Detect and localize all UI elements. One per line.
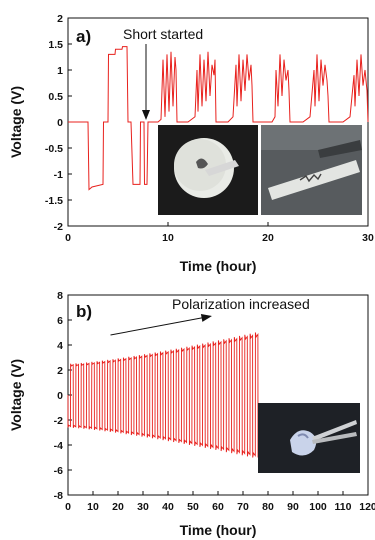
panel-a-x-axis-label: Time (hour) [180, 258, 257, 274]
x-tick-label: 80 [262, 501, 274, 513]
panel-b-x-axis-label: Time (hour) [180, 522, 257, 538]
panel-a-y-axis-label: Voltage (V) [8, 86, 24, 158]
x-tick-label: 0 [65, 232, 71, 244]
x-tick-label: 120 [359, 501, 375, 513]
panel-a-chart: -2 -1.5 -1 -0.5 0 0.5 1 1.5 2 0 10 20 30 a) Short s… [8, 13, 374, 274]
panel-a-label: a) [76, 27, 91, 46]
x-tick-label: 20 [112, 501, 124, 513]
panel-b-series-line [67, 332, 259, 458]
panel-a-annotation-arrowhead [142, 110, 150, 120]
y-tick-label: -1 [54, 169, 63, 181]
panel-a-annotation: Short started [123, 26, 203, 42]
y-tick-label: 2 [57, 13, 63, 25]
panel-b-inset-photo [258, 403, 360, 473]
x-tick-label: 90 [287, 501, 299, 513]
panel-a-inset-photo-right [261, 125, 362, 215]
x-tick-label: 40 [162, 501, 174, 513]
y-tick-label: 8 [57, 290, 63, 302]
y-tick-label: -4 [54, 440, 63, 452]
panel-b-chart: -8 -6 -4 -2 0 2 4 6 8 0 10 20 30 40 50 60 70 80 90 100 110 1… [8, 290, 375, 538]
x-tick-label: 10 [162, 232, 174, 244]
x-tick-label: 0 [65, 501, 71, 513]
panel-b-y-ticks: -8 -6 -4 -2 0 2 4 6 8 [54, 290, 72, 502]
x-tick-label: 50 [187, 501, 199, 513]
panel-b-annotation: Polarization increased [172, 296, 310, 312]
panel-a-series-line [68, 46, 369, 191]
panel-a-inset-photo-left [158, 125, 258, 215]
panel-b-x-ticks: 0 10 20 30 40 50 60 70 80 90 100 110 120 [65, 491, 375, 513]
y-tick-label: 6 [57, 315, 63, 327]
y-tick-label: -2 [54, 415, 63, 427]
y-tick-label: 2 [57, 365, 63, 377]
y-tick-label: -2 [54, 221, 63, 233]
y-tick-label: 0.5 [48, 91, 63, 103]
x-tick-label: 60 [212, 501, 224, 513]
y-tick-label: 4 [57, 340, 63, 352]
panel-b-y-axis-label: Voltage (V) [8, 359, 24, 431]
y-tick-label: -1.5 [45, 195, 63, 207]
x-tick-label: 110 [335, 501, 352, 513]
panel-b-annotation-arrowhead [200, 313, 212, 322]
panel-b-annotation-arrow [110, 315, 211, 336]
y-tick-label: 1.5 [48, 39, 63, 51]
x-tick-label: 30 [362, 232, 374, 244]
x-tick-label: 30 [137, 501, 149, 513]
y-tick-label: -0.5 [45, 143, 63, 155]
panel-a-x-ticks: 0 10 20 30 [65, 222, 374, 244]
x-tick-label: 100 [309, 501, 327, 513]
x-tick-label: 70 [237, 501, 249, 513]
panel-b-label: b) [76, 302, 92, 321]
y-tick-label: -6 [54, 465, 63, 477]
y-tick-label: 0 [57, 390, 63, 402]
x-tick-label: 10 [87, 501, 99, 513]
y-tick-label: -8 [54, 490, 63, 502]
y-tick-label: 1 [57, 65, 63, 77]
panel-a-y-ticks: -2 -1.5 -1 -0.5 0 0.5 1 1.5 2 [45, 13, 72, 233]
x-tick-label: 20 [262, 232, 274, 244]
y-tick-label: 0 [57, 117, 63, 129]
